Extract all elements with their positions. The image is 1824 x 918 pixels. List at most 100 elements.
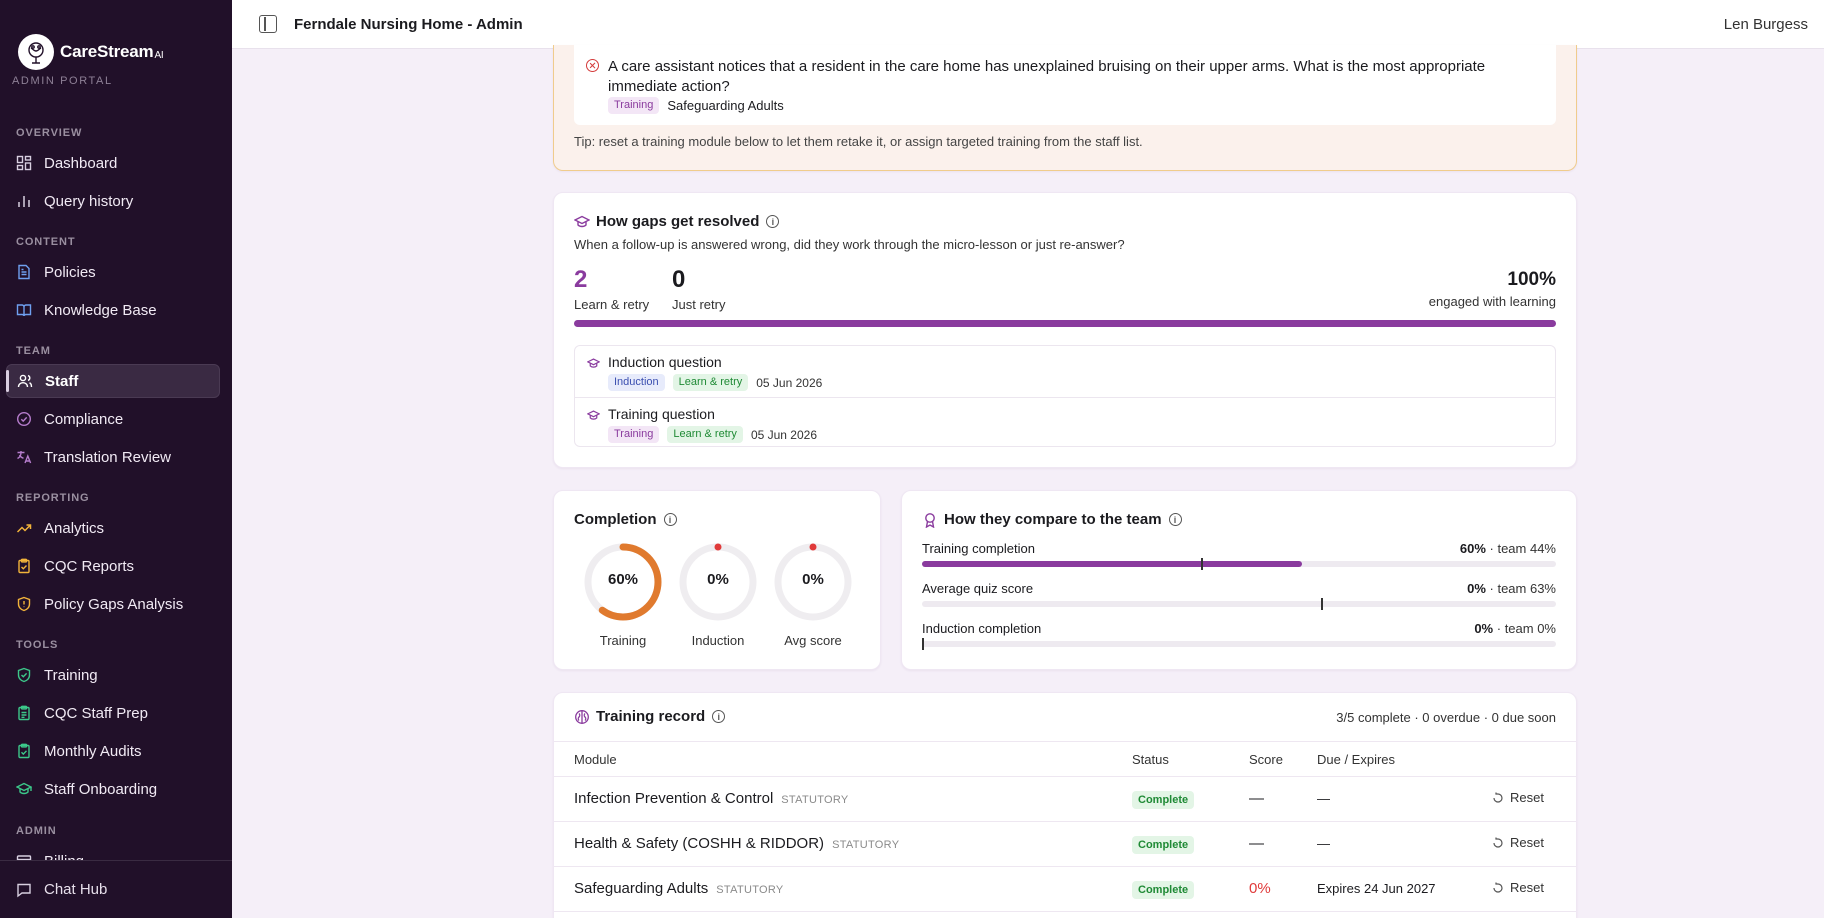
sidebar-item-cqc-reports[interactable]: CQC Reports: [6, 549, 220, 583]
graduation-cap-icon: [574, 215, 590, 227]
reset-icon: [1493, 882, 1503, 893]
wrong-answer-meta: Training Safeguarding Adults: [608, 97, 784, 114]
tag-induction: Induction: [608, 374, 665, 391]
module-cell: Health & Safety (COSHH & RIDDOR) STATUTOR…: [574, 835, 900, 852]
gap-list-item[interactable]: Induction question Induction Learn & ret…: [575, 346, 1555, 397]
reset-button[interactable]: Reset: [1492, 880, 1544, 895]
module-cell: Safeguarding Adults STATUTORY: [574, 880, 784, 897]
compare-row: Average quiz score 0% · team 63%: [922, 581, 1556, 610]
sidebar-item-compliance[interactable]: Compliance: [6, 402, 220, 436]
ring-induction-chart: [679, 543, 757, 621]
due-cell: —: [1317, 836, 1330, 851]
compare-label: Average quiz score: [922, 581, 1034, 596]
nav-group-team: TEAM: [16, 345, 51, 357]
team-marker: [1200, 558, 1203, 570]
sidebar: CareStreamAI ADMIN PORTAL OVERVIEW Dashb…: [0, 0, 232, 918]
completion-card: Completion i 60% Training 0% Induction 0…: [553, 490, 881, 670]
sidebar-item-policy-gaps[interactable]: Policy Gaps Analysis: [6, 587, 220, 621]
col-score[interactable]: Score: [1249, 752, 1283, 767]
award-icon: [925, 512, 935, 528]
book-icon: [16, 304, 32, 317]
ring-avg-score: 0% Avg score: [772, 541, 854, 648]
graduation-cap-icon: [16, 782, 32, 795]
brand[interactable]: CareStreamAI: [0, 0, 232, 84]
col-module[interactable]: Module: [574, 752, 617, 767]
compare-title: How they compare to the team i: [922, 511, 1182, 528]
reset-button[interactable]: Reset: [1492, 835, 1544, 850]
check-circle-icon: [16, 411, 32, 427]
sidebar-item-query-history[interactable]: Query history: [6, 184, 220, 218]
compare-label: Induction completion: [922, 621, 1042, 636]
clipboard-icon: [18, 558, 30, 574]
gap-item-date: 05 Jun 2026: [750, 427, 817, 442]
compare-row: Induction completion 0% · team 0%: [922, 621, 1556, 650]
sidebar-item-training[interactable]: Training: [6, 658, 220, 692]
x-circle-icon: [586, 59, 599, 72]
gap-list: Induction question Induction Learn & ret…: [574, 345, 1556, 447]
info-icon[interactable]: i: [663, 513, 677, 526]
status-badge: Complete: [1132, 881, 1195, 899]
gaps-resolved-card: How gaps get resolved i When a follow-up…: [553, 192, 1577, 468]
nav-group-tools: TOOLS: [16, 639, 59, 651]
topbar: Ferndale Nursing Home - Admin Len Burges…: [232, 0, 1824, 49]
alert-tip: Tip: reset a training module below to le…: [574, 134, 1143, 149]
col-status[interactable]: Status: [1132, 752, 1169, 767]
graduation-cap-icon: [587, 358, 600, 368]
compare-row: Training completion 60% · team 44%: [922, 541, 1556, 570]
wrong-answers-card: A care assistant notices that a resident…: [553, 45, 1577, 171]
sidebar-item-staff[interactable]: Staff: [6, 364, 220, 398]
reset-button[interactable]: Reset: [1492, 790, 1544, 805]
sidebar-item-translation-review[interactable]: Translation Review: [6, 440, 220, 474]
wrong-answer-topic: Safeguarding Adults: [667, 98, 784, 113]
engaged-progress-fill: [574, 320, 1556, 327]
sidebar-item-dashboard[interactable]: Dashboard: [6, 146, 220, 180]
nav-group-content: CONTENT: [16, 236, 76, 248]
page-title: Ferndale Nursing Home - Admin: [294, 15, 523, 33]
compare-bar: [922, 558, 1556, 570]
score-cell: 0%: [1249, 880, 1271, 897]
compare-bar: [922, 598, 1556, 610]
reset-icon: [1493, 837, 1503, 848]
engaged-progress-bar: [574, 320, 1556, 327]
gaps-subtitle: When a follow-up is answered wrong, did …: [574, 237, 1125, 252]
due-cell: —: [1317, 791, 1330, 806]
nav-group-admin: ADMIN: [16, 825, 57, 837]
tag-training: Training: [608, 426, 660, 443]
info-icon[interactable]: i: [712, 710, 726, 723]
status-badge: Complete: [1132, 791, 1195, 809]
clipboard-check-icon: [18, 743, 30, 759]
gap-list-item[interactable]: Training question Training Learn & retry…: [575, 397, 1555, 448]
compare-label: Training completion: [922, 541, 1035, 556]
compare-bar-fill: [922, 561, 1303, 567]
nav-group-reporting: REPORTING: [16, 492, 90, 504]
sidebar-item-monthly-audits[interactable]: Monthly Audits: [6, 734, 220, 768]
sidebar-toggle-icon[interactable]: [259, 15, 277, 33]
engaged-percent: 100%: [1507, 269, 1556, 290]
user-menu[interactable]: Len Burgess: [1723, 15, 1808, 33]
tag-learn-retry: Learn & retry: [672, 374, 749, 391]
sidebar-item-policies[interactable]: Policies: [6, 255, 220, 289]
table-row: Health & Safety (COSHH & RIDDOR) STATUTOR…: [554, 822, 1576, 867]
team-marker: [922, 638, 924, 650]
compare-bar: [922, 638, 1556, 650]
ring-induction: 0% Induction: [677, 541, 759, 648]
info-icon[interactable]: i: [766, 215, 780, 228]
bar-chart-icon: [18, 196, 30, 207]
compare-value: 0% · team 63%: [1467, 581, 1556, 596]
sidebar-item-staff-onboarding[interactable]: Staff Onboarding: [6, 772, 220, 806]
status-badge: Complete: [1132, 836, 1195, 854]
sidebar-item-analytics[interactable]: Analytics: [6, 511, 220, 545]
wrong-answer-question: A care assistant notices that a resident…: [608, 58, 1486, 95]
ring-value: 60%: [607, 571, 639, 588]
sidebar-item-knowledge-base[interactable]: Knowledge Base: [6, 293, 220, 327]
sidebar-item-cqc-staff-prep[interactable]: CQC Staff Prep: [6, 696, 220, 730]
statutory-tag: STATUTORY: [832, 839, 900, 851]
training-record-title: Training record i: [574, 708, 726, 725]
col-due[interactable]: Due / Expires: [1317, 752, 1396, 767]
brain-icon: [575, 709, 589, 724]
sidebar-item-chat-hub[interactable]: Chat Hub: [0, 860, 232, 918]
chat-icon: [17, 883, 31, 897]
info-icon[interactable]: i: [1168, 513, 1182, 526]
gap-item-meta: Induction Learn & retry 05 Jun 2026: [608, 374, 822, 391]
ring-label: Avg score: [784, 633, 842, 648]
